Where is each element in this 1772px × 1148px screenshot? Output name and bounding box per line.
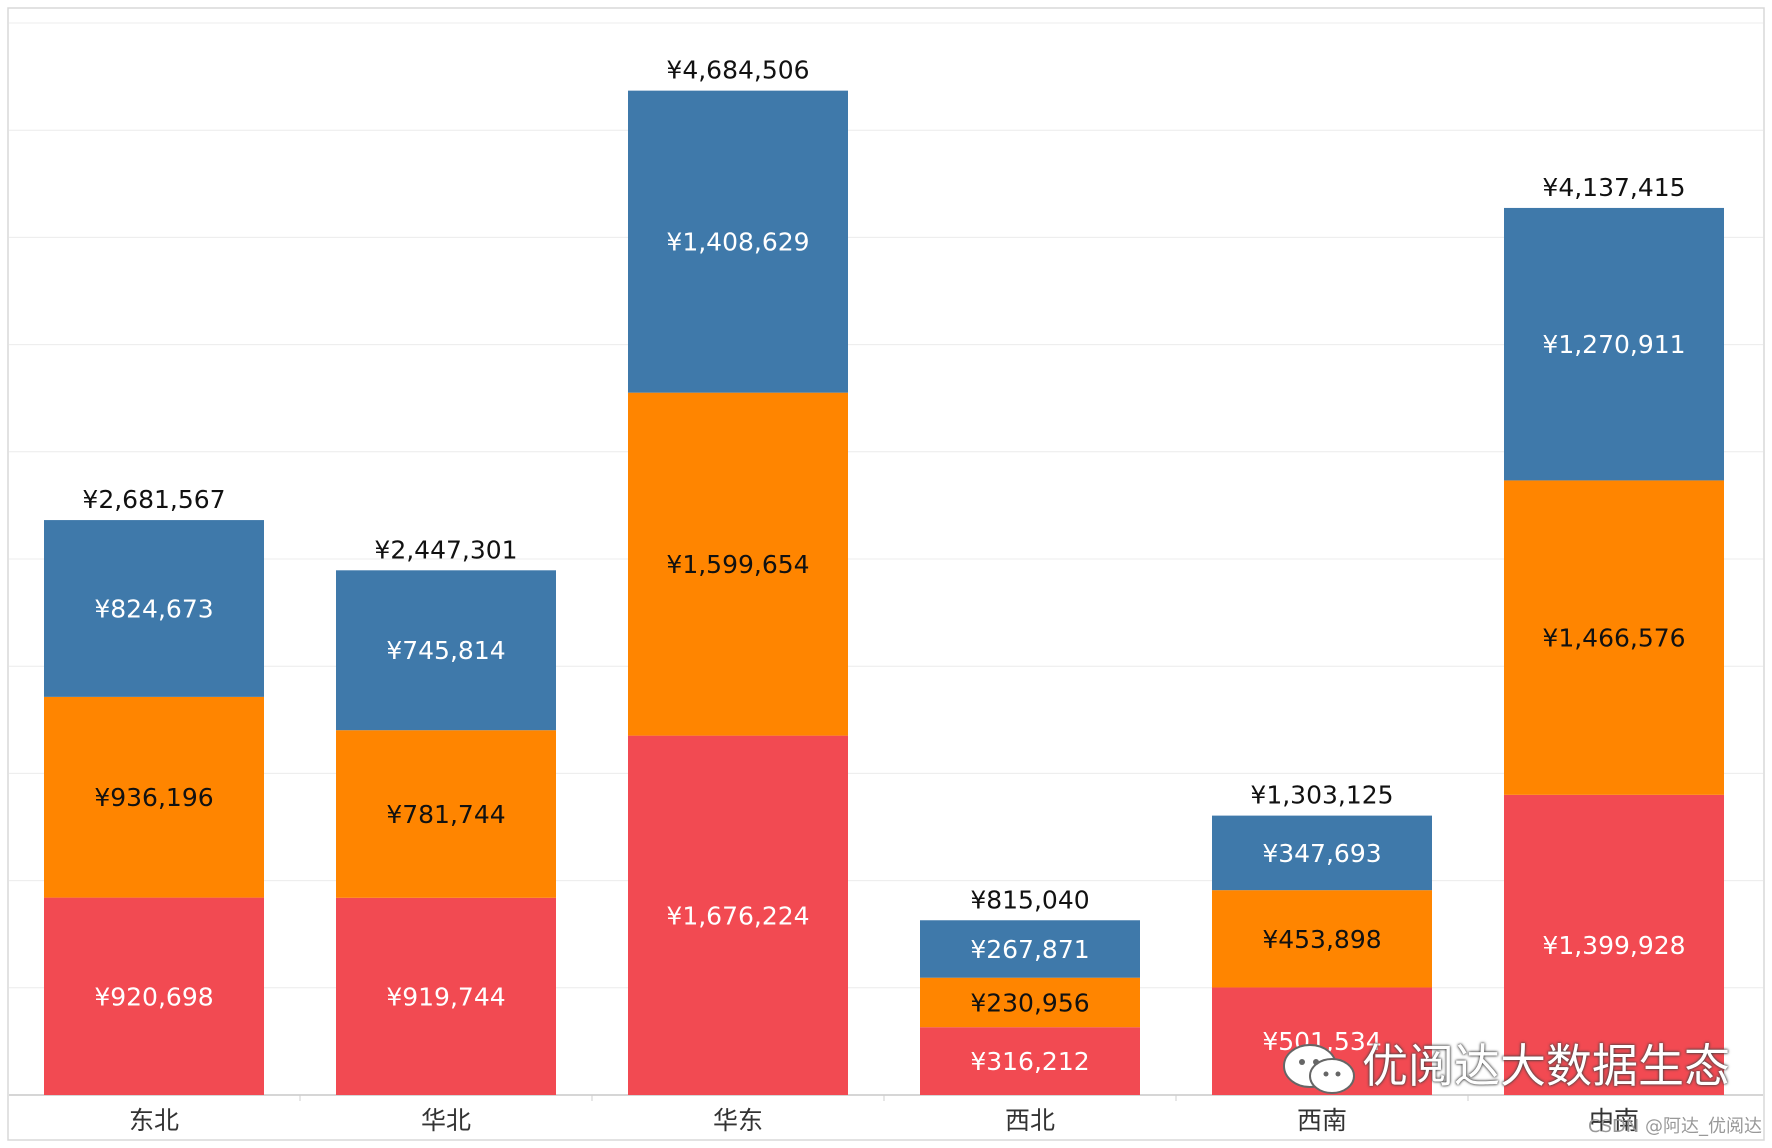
segment-value-label: ¥936,196 <box>94 783 213 812</box>
bar-segment-bottom <box>44 897 264 1095</box>
x-tick-label: 中南 <box>1589 1106 1639 1135</box>
x-tick-label: 华东 <box>713 1106 763 1135</box>
total-value-label: ¥2,447,301 <box>374 535 517 564</box>
segment-value-label: ¥1,408,629 <box>666 228 809 257</box>
csdn-credit: CSDN @阿达_优阅达 <box>1587 1116 1762 1137</box>
bar-segment-middle <box>628 392 848 736</box>
wechat-icon <box>1283 1044 1355 1094</box>
bar-segment-bottom <box>920 1027 1140 1095</box>
total-value-label: ¥815,040 <box>970 885 1089 914</box>
bar-segment-top <box>628 90 848 393</box>
segment-value-label: ¥230,956 <box>970 988 1089 1017</box>
x-tick-label: 西北 <box>1005 1106 1055 1135</box>
segment-value-label: ¥745,814 <box>386 636 505 665</box>
bar-segment-top <box>1504 207 1724 481</box>
bar-segment-middle <box>1504 480 1724 795</box>
bar-segment-middle <box>920 977 1140 1028</box>
total-value-label: ¥4,684,506 <box>666 56 809 85</box>
bar-segment-middle <box>44 696 264 898</box>
segment-value-label: ¥453,898 <box>1262 925 1381 954</box>
bar-segment-top <box>336 570 556 731</box>
bar-segment-middle <box>1212 890 1432 988</box>
watermark-text: 优阅达大数据生态 <box>1362 1039 1730 1093</box>
x-tick-label: 西南 <box>1297 1106 1347 1135</box>
value-labels: ¥920,698 ¥936,196 ¥824,673 ¥2,681,567 ¥919,7… <box>82 56 1685 1076</box>
total-value-label: ¥4,137,415 <box>1542 173 1685 202</box>
segment-value-label: ¥919,744 <box>386 982 505 1011</box>
segment-value-label: ¥1,599,654 <box>666 550 809 579</box>
segment-value-label: ¥1,399,928 <box>1542 931 1685 960</box>
bar-segment-top <box>1212 815 1432 891</box>
segment-value-label: ¥347,693 <box>1262 839 1381 868</box>
x-tick-label: 东北 <box>129 1106 179 1135</box>
segment-value-label: ¥781,744 <box>386 800 505 829</box>
x-tick-label: 华北 <box>421 1106 471 1135</box>
gridlines <box>9 22 1763 1096</box>
segment-value-label: ¥1,466,576 <box>1542 624 1685 653</box>
bar-segment-middle <box>336 730 556 898</box>
segment-value-label: ¥920,698 <box>94 982 213 1011</box>
segment-value-label: ¥824,673 <box>94 594 213 623</box>
segment-value-label: ¥1,270,911 <box>1542 330 1685 359</box>
bar-segment-top <box>44 520 264 697</box>
segment-value-label: ¥316,212 <box>970 1047 1089 1076</box>
bar-segment-bottom <box>628 735 848 1095</box>
bar-segment-bottom <box>1504 794 1724 1095</box>
total-value-label: ¥2,681,567 <box>82 485 225 514</box>
x-axis: 东北 华北 华东 西北 西南 中南 <box>129 1095 1639 1135</box>
total-value-label: ¥1,303,125 <box>1250 781 1393 810</box>
segment-value-label: ¥1,676,224 <box>666 901 809 930</box>
bars <box>44 90 1724 1095</box>
segment-value-label: ¥267,871 <box>970 935 1089 964</box>
chart-frame <box>7 7 1765 1141</box>
bar-segment-bottom <box>336 897 556 1095</box>
bar-segment-top <box>920 920 1140 978</box>
